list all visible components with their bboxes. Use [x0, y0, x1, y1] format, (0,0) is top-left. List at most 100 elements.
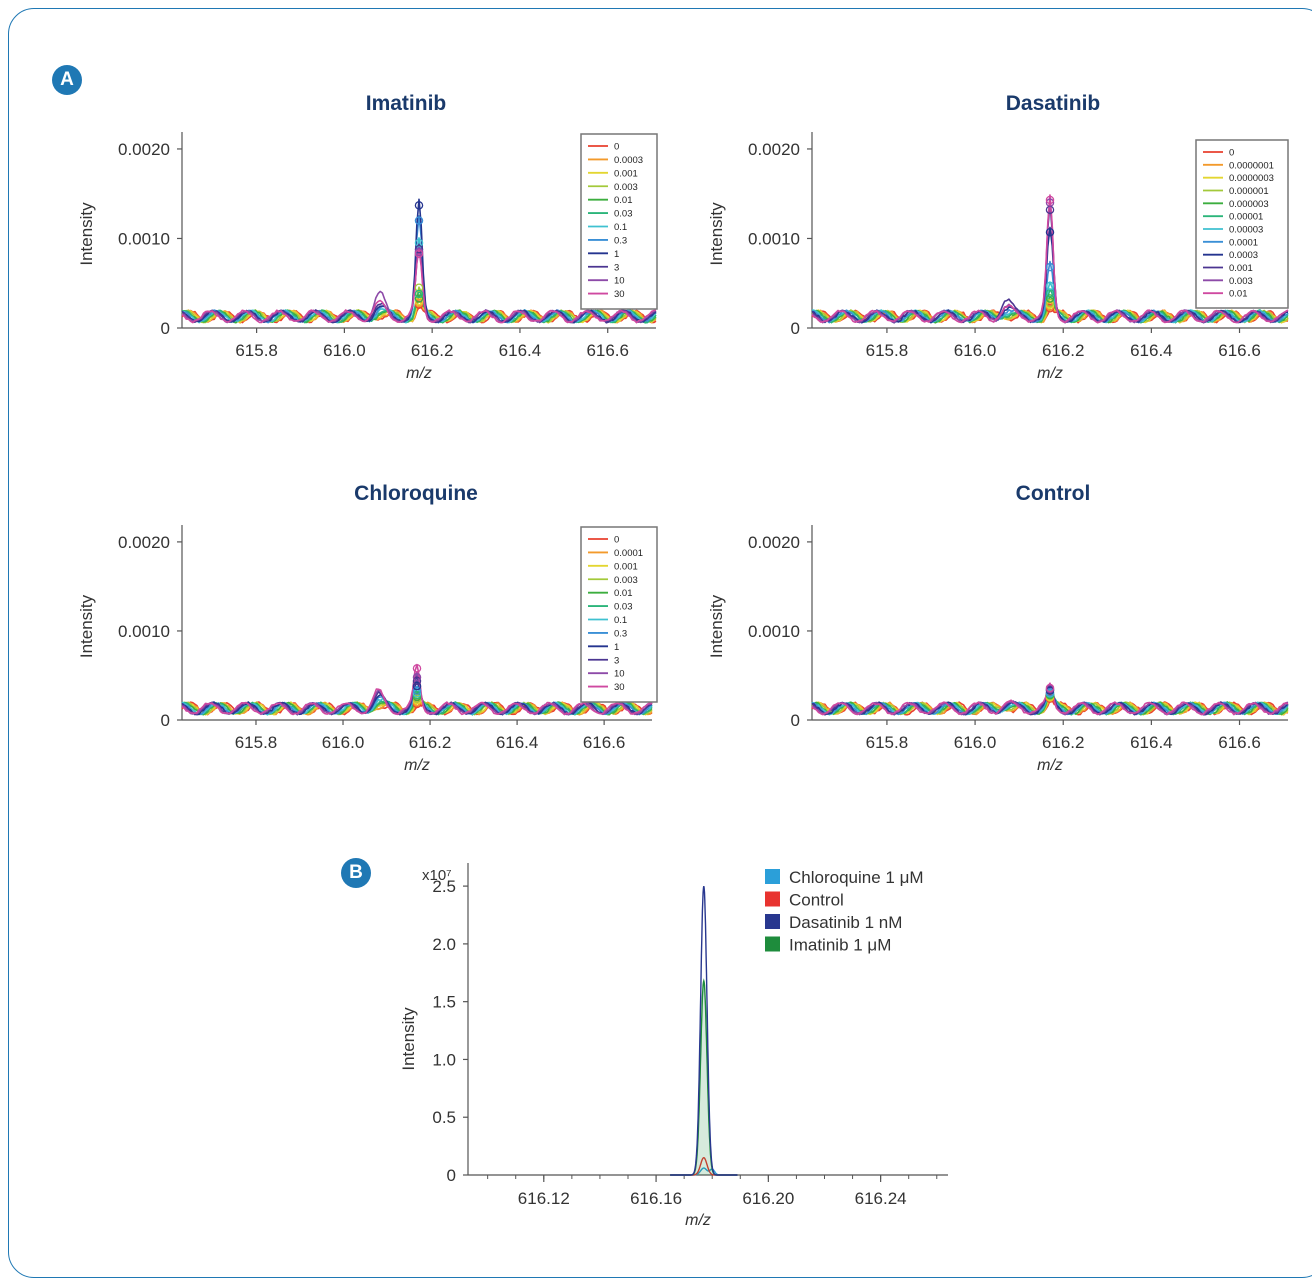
x-tick-label: 615.8 — [235, 733, 278, 752]
legend-entry: 0.000001 — [1229, 186, 1269, 197]
legend-entry: 0.003 — [614, 182, 638, 193]
legend-entry: Chloroquine 1 μM — [789, 868, 924, 887]
x-tick-label: 616.4 — [1130, 341, 1173, 360]
x-axis-label: m/z — [1037, 757, 1063, 774]
x-tick-label: 616.2 — [409, 733, 452, 752]
legend-entry: 0.0001 — [614, 548, 643, 559]
legend-entry: 0.3 — [614, 235, 627, 246]
legend-entry: 30 — [614, 289, 625, 300]
peak-marker-11 — [1045, 683, 1055, 693]
peak-marker-3 — [414, 283, 424, 292]
legend-entry: Imatinib 1 μM — [789, 936, 891, 955]
peak-marker-9 — [414, 244, 424, 254]
x-tick-label: 616.2 — [1042, 733, 1085, 752]
legend-entry: 0.03 — [614, 209, 633, 220]
legend-entry: 0.0000001 — [1229, 160, 1274, 171]
legend-entry: 0.1 — [614, 615, 627, 626]
legend-swatch — [765, 914, 780, 929]
y-tick-label: 0 — [447, 1166, 456, 1185]
x-tick-label: 616.24 — [855, 1189, 907, 1208]
panel-label-b: B — [341, 858, 371, 888]
x-tick-label: 616.2 — [1042, 341, 1085, 360]
peak-marker-10 — [1045, 198, 1055, 207]
peak-marker-11 — [414, 249, 424, 258]
legend-swatch — [765, 869, 780, 884]
x-tick-label: 616.0 — [322, 733, 365, 752]
legend-entry: 10 — [614, 276, 625, 287]
peak-marker-11 — [412, 664, 422, 673]
legend: 0 0.0003 0.001 0.003 0.01 0.03 0.1 0.3 1 3 10 30 — [580, 133, 658, 310]
legend-entry: 0.001 — [614, 561, 638, 572]
x-tick-label: 616.6 — [1218, 341, 1261, 360]
x-axis-label: m/z — [685, 1212, 711, 1229]
legend-entry: 0.03 — [614, 602, 633, 613]
legend-entry: 0.001 — [614, 168, 638, 179]
y-tick-label: 0.0010 — [118, 622, 170, 641]
series-line-3 — [670, 978, 738, 1176]
series-line-2 — [670, 885, 738, 1176]
x-tick-label: 616.6 — [1218, 733, 1261, 752]
legend-entry: 3 — [614, 655, 619, 666]
y-tick-label: 0 — [791, 711, 800, 730]
y-tick-label: 1.5 — [432, 993, 456, 1012]
y-axis-label: Intensity — [77, 594, 96, 658]
y-axis-label: Intensity — [707, 202, 726, 266]
x-axis-label: m/z — [406, 365, 432, 382]
peak-marker-6 — [414, 238, 424, 248]
y-tick-label: 0.5 — [432, 1108, 456, 1127]
peak-marker-4 — [1045, 294, 1055, 303]
legend-entry: 30 — [614, 682, 625, 693]
x-tick-label: 616.20 — [742, 1189, 794, 1208]
legend-entry: 1 — [614, 642, 619, 653]
y-tick-label: 0 — [161, 711, 170, 730]
legend-entry: 0.0003 — [614, 155, 643, 166]
legend-entry: 0.001 — [1229, 263, 1253, 274]
legend-entry: 0.00003 — [1229, 225, 1263, 236]
series-line-11 — [811, 194, 1289, 324]
y-tick-label: 0.0010 — [118, 229, 170, 248]
spectrum-chart-3: 0 0.0010 0.0020 615.8 616.0 616.2 616.4 616.6 m/… — [707, 525, 1289, 774]
y-multiplier-label: x10⁷ — [422, 867, 452, 884]
x-tick-label: 616.4 — [1130, 733, 1173, 752]
y-axis-label: Intensity — [399, 1007, 418, 1071]
x-axis-label: m/z — [1037, 365, 1063, 382]
x-tick-label: 616.0 — [954, 733, 997, 752]
legend-entry: 0.000003 — [1229, 199, 1269, 210]
overlay-spectrum-chart: 0 0.5 1.0 1.5 2.0 2.5 616.12 616.16 616.20 616.24… — [399, 863, 948, 1229]
y-tick-label: 2.5 — [432, 877, 456, 896]
legend-swatch — [765, 891, 780, 907]
peak-marker-6 — [1045, 281, 1055, 291]
peak-marker-10 — [412, 673, 422, 682]
x-tick-label: 616.2 — [411, 341, 454, 360]
peak-marker-4 — [414, 294, 424, 303]
y-axis-label: Intensity — [77, 202, 96, 266]
legend-entry: 0.00001 — [1229, 212, 1263, 223]
legend: 00.0000001 0.0000003 0.000001 0.000003 0.000… — [1195, 139, 1289, 309]
legend-entry: 0 — [1229, 148, 1234, 159]
x-tick-label: 616.6 — [583, 733, 626, 752]
x-tick-label: 615.8 — [866, 341, 909, 360]
y-tick-label: 0 — [161, 319, 170, 338]
legend-entry: 0.01 — [1229, 289, 1248, 300]
legend: 0 0.0001 0.001 0.003 0.01 0.03 0.1 0.3 1 3 10 30 — [580, 526, 658, 703]
legend-entry: 0.0000003 — [1229, 173, 1274, 184]
x-tick-label: 615.8 — [866, 733, 909, 752]
peak-marker-7 — [1045, 262, 1055, 272]
legend-entry: 0.0003 — [1229, 250, 1258, 261]
peak-marker-8 — [414, 201, 424, 210]
panel-label-a: A — [52, 65, 82, 95]
x-tick-label: 615.8 — [235, 341, 278, 360]
x-axis-label: m/z — [404, 757, 430, 774]
y-tick-label: 0.0020 — [748, 140, 800, 159]
legend-entry: 10 — [614, 669, 625, 680]
legend-entry: Dasatinib 1 nM — [789, 913, 902, 932]
x-tick-label: 616.0 — [954, 341, 997, 360]
peak-marker-3 — [1045, 298, 1055, 308]
legend-swatch — [765, 936, 780, 952]
legend-entry: 0.1 — [614, 222, 627, 233]
y-tick-label: 0.0020 — [748, 533, 800, 552]
chart-title: Dasatinib — [1005, 92, 1101, 115]
